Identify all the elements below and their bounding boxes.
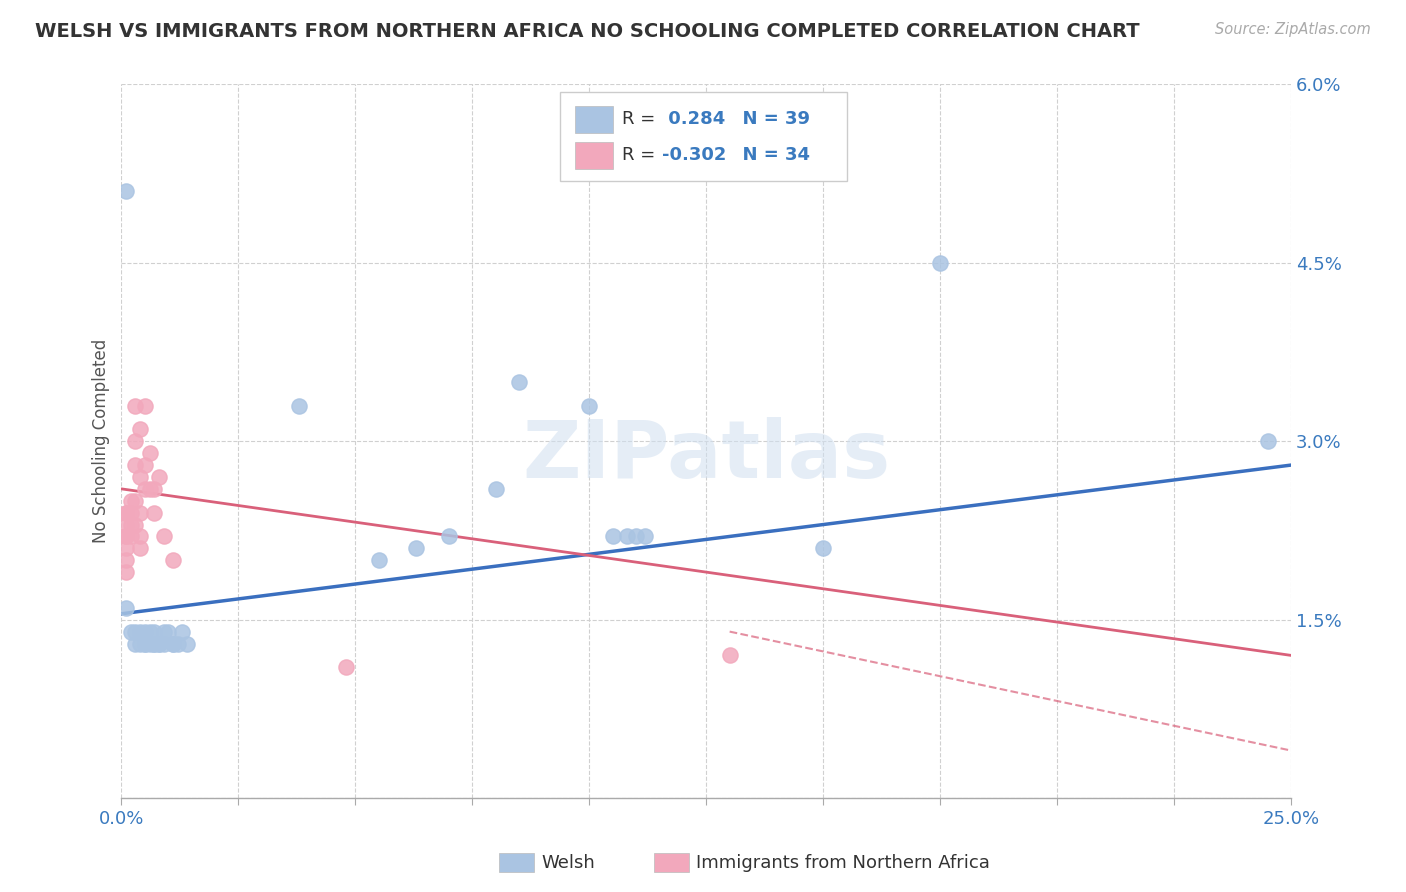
Point: [115, 553, 138, 567]
Point: [129, 506, 152, 520]
Text: 0.284: 0.284: [662, 111, 725, 128]
Point: [129, 541, 152, 556]
Point: [148, 636, 170, 650]
Point: [811, 541, 834, 556]
Point: [124, 517, 146, 532]
Point: [929, 256, 952, 270]
Point: [115, 185, 138, 199]
Point: [437, 529, 460, 543]
Point: [624, 529, 647, 543]
Point: [602, 529, 624, 543]
Point: [115, 529, 138, 543]
Point: [143, 506, 166, 520]
Point: [134, 636, 156, 650]
FancyBboxPatch shape: [575, 142, 613, 169]
Point: [152, 529, 174, 543]
Point: [718, 648, 741, 663]
Point: [129, 470, 152, 484]
Point: [134, 624, 156, 639]
FancyBboxPatch shape: [575, 106, 613, 133]
Point: [143, 482, 166, 496]
Point: [120, 506, 142, 520]
Point: [134, 482, 156, 496]
Point: [129, 529, 152, 543]
Point: [124, 399, 146, 413]
Text: R =: R =: [621, 146, 661, 164]
Point: [129, 422, 152, 436]
Point: [138, 636, 160, 650]
Point: [162, 636, 184, 650]
Point: [134, 636, 156, 650]
Point: [143, 636, 166, 650]
Text: WELSH VS IMMIGRANTS FROM NORTHERN AFRICA NO SCHOOLING COMPLETED CORRELATION CHAR: WELSH VS IMMIGRANTS FROM NORTHERN AFRICA…: [35, 22, 1140, 41]
Point: [143, 636, 166, 650]
Point: [115, 541, 138, 556]
Text: R =: R =: [621, 111, 661, 128]
Point: [405, 541, 427, 556]
Point: [157, 624, 180, 639]
Point: [616, 529, 638, 543]
Point: [172, 624, 194, 639]
Point: [162, 636, 184, 650]
Point: [115, 600, 138, 615]
Point: [508, 375, 530, 389]
Point: [129, 624, 152, 639]
Point: [148, 636, 170, 650]
Point: [115, 565, 138, 579]
Point: [367, 553, 389, 567]
Point: [129, 636, 152, 650]
Point: [120, 624, 142, 639]
Point: [115, 506, 138, 520]
Text: N = 34: N = 34: [730, 146, 810, 164]
Point: [288, 399, 311, 413]
Point: [176, 636, 198, 650]
Point: [124, 458, 146, 472]
Point: [120, 529, 142, 543]
Text: -0.302: -0.302: [662, 146, 725, 164]
Text: Immigrants from Northern Africa: Immigrants from Northern Africa: [696, 854, 990, 871]
Point: [578, 399, 600, 413]
Point: [138, 446, 160, 460]
Point: [120, 493, 142, 508]
Y-axis label: No Schooling Completed: No Schooling Completed: [93, 339, 110, 543]
Point: [124, 636, 146, 650]
Point: [166, 636, 188, 650]
Point: [152, 636, 174, 650]
Point: [634, 529, 657, 543]
Point: [124, 434, 146, 449]
Point: [115, 506, 138, 520]
Text: ZIPatlas: ZIPatlas: [522, 417, 890, 494]
Point: [124, 624, 146, 639]
Point: [138, 624, 160, 639]
Point: [335, 660, 357, 674]
Point: [134, 458, 156, 472]
Point: [162, 553, 184, 567]
Point: [138, 482, 160, 496]
Point: [115, 517, 138, 532]
Point: [148, 470, 170, 484]
Text: Welsh: Welsh: [541, 854, 595, 871]
Point: [134, 399, 156, 413]
Text: N = 39: N = 39: [730, 111, 810, 128]
Point: [485, 482, 508, 496]
Point: [143, 624, 166, 639]
Point: [120, 517, 142, 532]
Point: [1257, 434, 1279, 449]
Point: [152, 624, 174, 639]
Text: Source: ZipAtlas.com: Source: ZipAtlas.com: [1215, 22, 1371, 37]
Point: [124, 493, 146, 508]
FancyBboxPatch shape: [560, 92, 846, 181]
Point: [115, 529, 138, 543]
